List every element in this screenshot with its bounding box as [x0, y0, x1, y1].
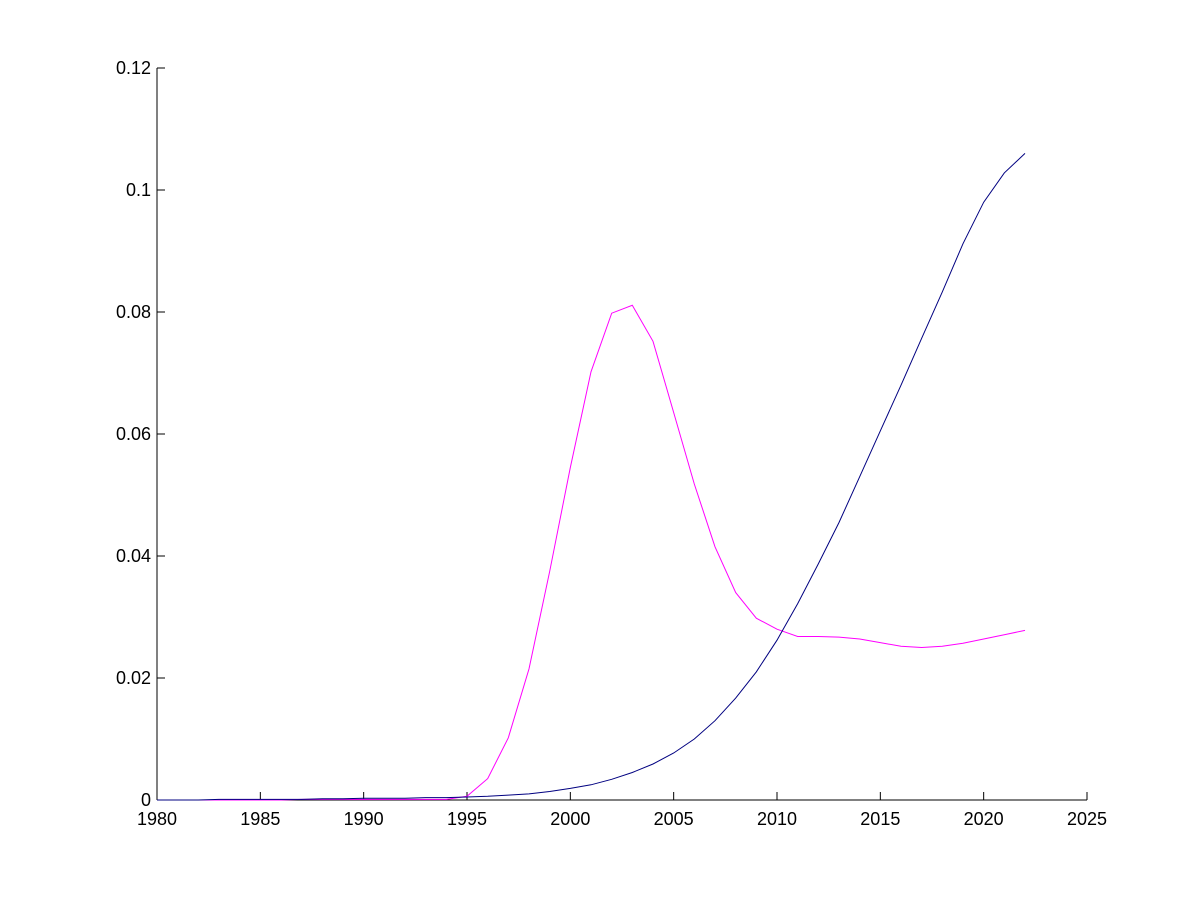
x-tick-label: 2005 — [654, 809, 694, 829]
series-line-1 — [157, 304, 1026, 801]
x-tick-label: 1995 — [447, 809, 487, 829]
axes — [156, 68, 1087, 801]
y-tick-label: 0.04 — [116, 546, 151, 566]
x-ticks: 1980 1985 1990 1995 2000 2005 2010 2015 2020 2025 — [137, 792, 1107, 829]
x-tick-label: 2020 — [964, 809, 1004, 829]
y-tick-label: 0.1 — [126, 180, 151, 200]
x-tick-label: 2000 — [550, 809, 590, 829]
series-line-2 — [157, 153, 1026, 801]
y-tick-label: 0.02 — [116, 668, 151, 688]
x-tick-label: 2015 — [860, 809, 900, 829]
series-lines — [157, 153, 1026, 801]
y-tick-label: 0.12 — [116, 58, 151, 78]
y-ticks: 0 0.02 0.04 0.06 0.08 0.1 0.12 — [116, 58, 165, 810]
x-tick-label: 1980 — [137, 809, 177, 829]
x-tick-label: 2010 — [757, 809, 797, 829]
y-tick-label: 0.06 — [116, 424, 151, 444]
x-tick-label: 1985 — [240, 809, 280, 829]
y-tick-label: 0 — [141, 790, 151, 810]
x-tick-label: 1990 — [344, 809, 384, 829]
x-tick-label: 2025 — [1067, 809, 1107, 829]
y-tick-label: 0.08 — [116, 302, 151, 322]
